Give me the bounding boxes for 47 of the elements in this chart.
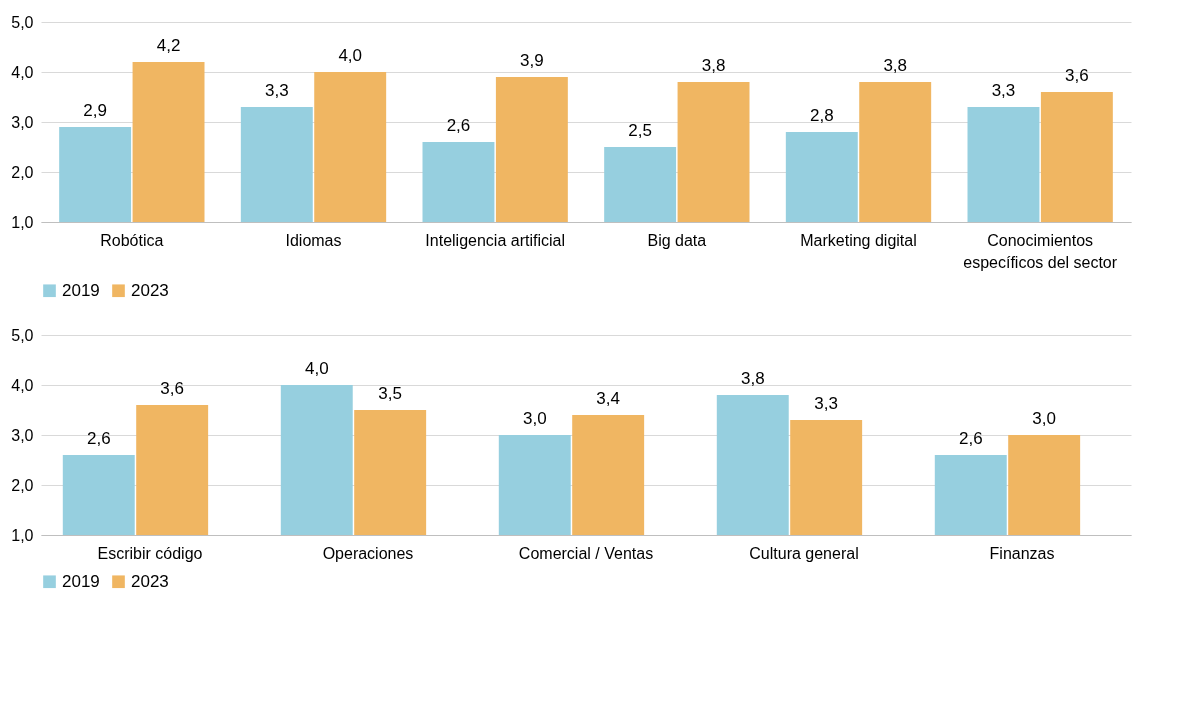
x-tick-label: Conocimientos específicos del sector bbox=[963, 231, 1118, 271]
data-label: 3,5 bbox=[378, 384, 402, 403]
x-tick-label: Idiomas bbox=[285, 231, 342, 249]
x-tick-label: Big data bbox=[647, 231, 707, 249]
y-tick-label: 1,0 bbox=[11, 213, 34, 231]
data-label: 2,5 bbox=[628, 121, 652, 140]
data-label: 3,3 bbox=[264, 81, 289, 100]
data-label: 3,0 bbox=[1032, 409, 1056, 428]
x-tick-label: Robótica bbox=[100, 231, 164, 249]
data-label: 4,0 bbox=[304, 359, 329, 378]
data-label: 3,8 bbox=[701, 56, 726, 75]
data-label: 2,6 bbox=[958, 429, 983, 448]
data-label: 2,9 bbox=[83, 101, 107, 120]
x-tick-label: Escribir código bbox=[97, 544, 203, 562]
legend-label: 2023 bbox=[131, 571, 169, 591]
x-tick-label: Cultura general bbox=[749, 544, 859, 562]
y-tick-label: 4,0 bbox=[11, 376, 34, 394]
data-label: 3,6 bbox=[1065, 66, 1089, 85]
data-label: 3,3 bbox=[991, 81, 1016, 100]
legend-label: 2019 bbox=[62, 280, 100, 300]
y-tick-label: 5,0 bbox=[11, 13, 34, 31]
data-label: 3,4 bbox=[596, 389, 620, 408]
y-tick-label: 3,0 bbox=[11, 426, 34, 444]
data-label: 4,0 bbox=[338, 46, 363, 65]
data-label: 2,6 bbox=[86, 429, 111, 448]
data-label: 3,9 bbox=[520, 51, 544, 70]
x-tick-label: Comercial / Ventas bbox=[518, 544, 654, 562]
data-label: 3,6 bbox=[160, 379, 184, 398]
y-tick-label: 4,0 bbox=[11, 63, 34, 81]
data-label: 2,8 bbox=[809, 106, 834, 125]
y-tick-label: 2,0 bbox=[11, 163, 34, 181]
x-tick-label: Finanzas bbox=[989, 544, 1055, 562]
x-tick-label: Inteligencia artificial bbox=[425, 231, 565, 249]
data-label: 2,6 bbox=[446, 116, 471, 135]
legend-label: 2019 bbox=[62, 571, 100, 591]
data-label: 3,0 bbox=[522, 409, 547, 428]
y-tick-label: 1,0 bbox=[11, 526, 34, 544]
legend-label: 2023 bbox=[131, 280, 169, 300]
x-tick-label: Marketing digital bbox=[800, 231, 917, 249]
data-label: 3,3 bbox=[814, 394, 838, 413]
data-label: 4,2 bbox=[156, 36, 181, 55]
x-tick-label: Operaciones bbox=[322, 544, 414, 562]
data-label: 3,8 bbox=[883, 56, 908, 75]
y-tick-label: 3,0 bbox=[11, 113, 34, 131]
y-tick-label: 5,0 bbox=[11, 326, 34, 344]
y-tick-label: 2,0 bbox=[11, 476, 34, 494]
data-label: 3,8 bbox=[740, 369, 765, 388]
